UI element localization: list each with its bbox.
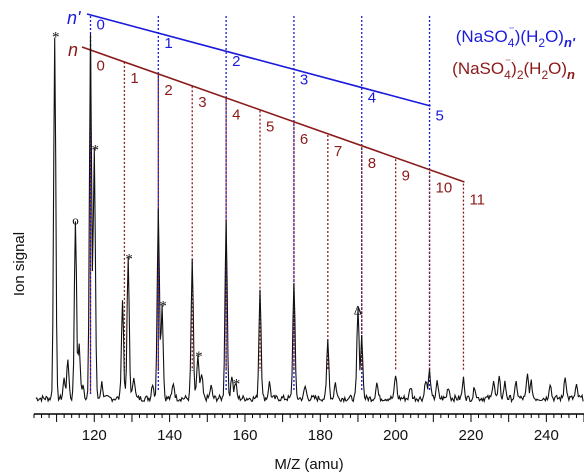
peak-annotation: * [159,298,167,314]
ladder-index-n: n [68,40,78,60]
ladder-index-n-prime: n' [67,8,81,28]
x-tick-label: 240 [534,427,559,444]
peak-annotation: * [92,142,100,158]
x-tick-label: 180 [308,427,333,444]
peak-annotation: * [125,252,133,268]
peak-annotation: Δ [354,302,362,317]
y-axis-label: Ion signal [11,232,28,296]
ladder-line [81,46,465,183]
ladder-label: 3 [300,71,308,88]
x-tick-label: 160 [232,427,257,444]
ladder-label: 11 [469,192,485,209]
ladder-label: 4 [232,106,240,123]
ladder-label: 2 [164,82,172,99]
ladder-label: 1 [164,35,172,52]
x-tick-label: 200 [383,427,408,444]
ladder-label: 1 [130,70,138,87]
x-ticks: 120 140 160 180 200 220 240 [33,414,584,444]
peak-annotation: o [72,213,79,228]
peak-annotation: * [195,349,203,365]
legend-entry: (NaSO4⁻)(H2O)n' [456,23,576,50]
ladder-label: 5 [266,119,274,136]
x-axis-label: M/Z (amu) [274,456,343,473]
x-tick-label: 120 [82,427,107,444]
ladder-label: 0 [97,58,105,75]
ladder-label: 5 [436,108,444,125]
x-tick-label: 140 [157,427,182,444]
ladder-label: 7 [334,143,342,160]
ladder-label: 2 [232,53,240,70]
ladder-label: 0 [97,17,105,34]
ladder-label: 6 [300,131,308,148]
x-tick-label: 220 [458,427,483,444]
ladder-line [86,13,431,107]
ladder-label: 10 [436,179,453,196]
ladder-label: 9 [402,167,410,184]
legend-entry: (NaSO4⁻)2(H2O)n [452,55,575,82]
ladder-label: 4 [368,89,376,106]
spectrum-line [35,33,584,404]
spectrum-trace [35,33,584,404]
ladder-label: 8 [368,155,376,172]
peak-annotation: * [52,29,60,45]
peak-annotation: * [233,376,241,392]
legend: (NaSO4⁻)(H2O)n' (NaSO4⁻)2(H2O)n [452,23,576,82]
ladder-label: 3 [198,94,206,111]
peak-annotations: * * * * * * o Δ [52,29,362,392]
